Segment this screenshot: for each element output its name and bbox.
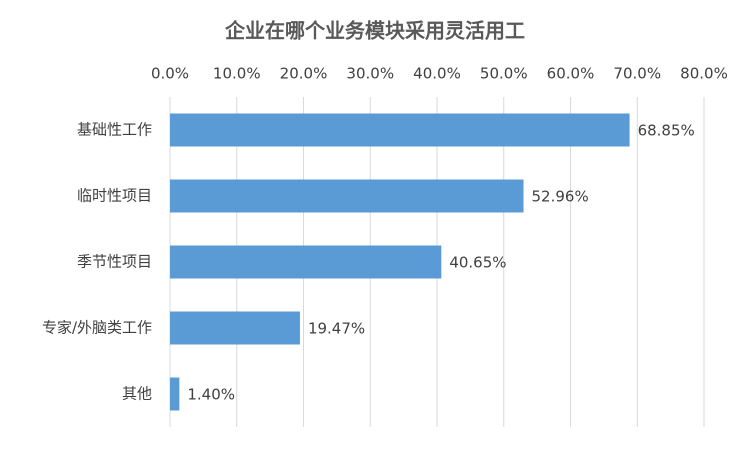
- y-tick-label: 基础性工作: [77, 121, 152, 139]
- y-tick-label: 季节性项目: [77, 253, 152, 271]
- bar: [170, 179, 524, 213]
- x-tick-label: 0.0%: [151, 65, 189, 83]
- value-label: 52.96%: [532, 188, 589, 206]
- x-tick-label: 10.0%: [213, 65, 261, 83]
- x-tick-label: 30.0%: [346, 65, 394, 83]
- x-tick-label: 40.0%: [413, 65, 461, 83]
- bar: [170, 113, 630, 147]
- y-tick-label: 其他: [122, 385, 152, 403]
- value-label: 1.40%: [187, 386, 235, 404]
- y-tick-label: 临时性项目: [77, 187, 152, 205]
- chart-title: 企业在哪个业务模块采用灵活用工: [224, 19, 525, 43]
- x-tick-label: 80.0%: [680, 65, 728, 83]
- x-tick-label: 70.0%: [613, 65, 661, 83]
- x-tick-label: 60.0%: [547, 65, 595, 83]
- value-label: 19.47%: [308, 320, 365, 338]
- bar: [170, 377, 180, 411]
- x-tick-label: 20.0%: [280, 65, 328, 83]
- y-tick-label: 专家/外脑类工作: [42, 319, 152, 337]
- x-tick-label: 50.0%: [480, 65, 528, 83]
- value-label: 40.65%: [449, 254, 506, 272]
- bar: [170, 311, 300, 345]
- value-label: 68.85%: [638, 122, 695, 140]
- bar: [170, 245, 442, 279]
